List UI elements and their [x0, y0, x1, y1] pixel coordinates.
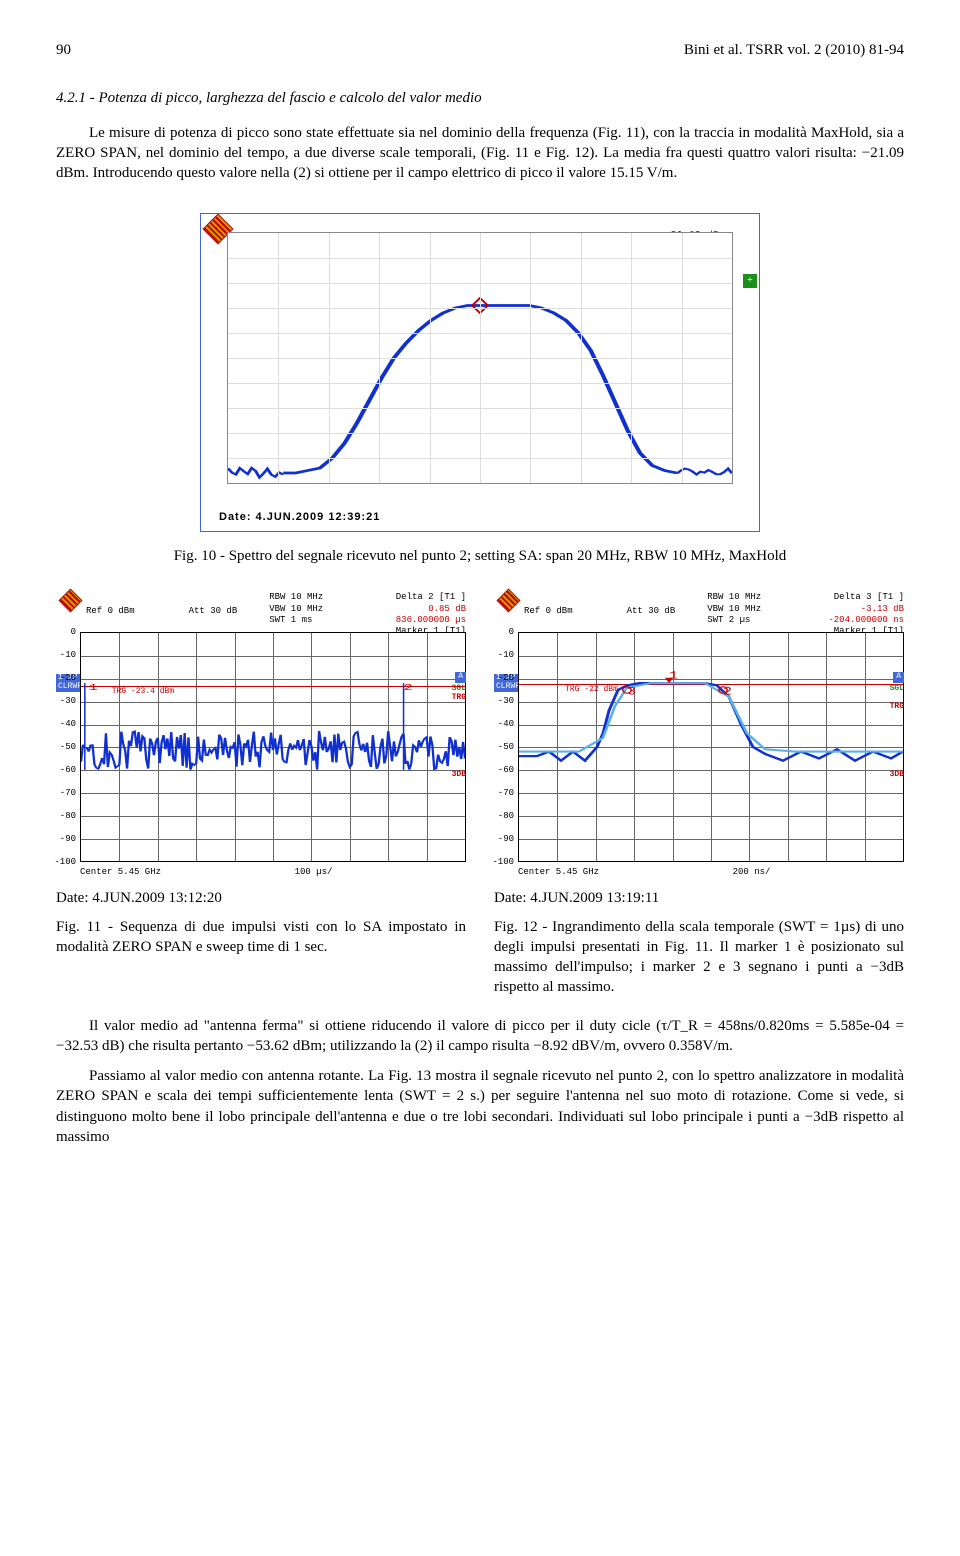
- rs-logo-icon: [58, 589, 82, 613]
- fig11-meta-mid: RBW 10 MHz VBW 10 MHz SWT 1 ms: [269, 592, 323, 626]
- fig10-date: Date: 4.JUN.2009 12:39:21: [201, 506, 759, 531]
- fig11-fig12-row: Ref 0 dBm Att 30 dB RBW 10 MHz VBW 10 MH…: [56, 588, 904, 1015]
- fig10-side-badge: +: [743, 274, 757, 288]
- running-title: Bini et al. TSRR vol. 2 (2010) 81-94: [684, 40, 904, 60]
- fig11-ylabels: 0-10-20-30-40-50-60-70-80-90-100: [52, 632, 78, 862]
- fig12-ylabels: 0-10-20-30-40-50-60-70-80-90-100: [490, 632, 516, 862]
- paragraph-3: Passiamo al valor medio con antenna rota…: [56, 1066, 904, 1147]
- fig11-grid: A SGL TRG 3DB TRG -23.4 dBm 1 2: [80, 632, 466, 862]
- fig11-vbw: VBW 10 MHz: [269, 604, 323, 615]
- fig11-column: Ref 0 dBm Att 30 dB RBW 10 MHz VBW 10 MH…: [56, 588, 466, 1015]
- fig10-container: -21.02 dBm 5.451350000 GHz + Date: 4.JUN…: [200, 213, 760, 532]
- fig12-trace: 1 3 2: [519, 633, 903, 861]
- fig11-ref: Ref 0 dBm: [86, 606, 135, 616]
- fig11-meta-left: Ref 0 dBm Att 30 dB: [86, 606, 237, 617]
- fig12-date: Date: 4.JUN.2009 13:19:11: [494, 888, 904, 908]
- fig12-center: Center 5.45 GHz: [518, 866, 599, 878]
- fig12-span: 200 ns/: [733, 866, 771, 878]
- fig11-plot: Ref 0 dBm Att 30 dB RBW 10 MHz VBW 10 MH…: [56, 588, 466, 888]
- fig11-center: Center 5.45 GHz: [80, 866, 161, 878]
- fig11-span: 100 µs/: [295, 866, 333, 878]
- rs-logo-icon: [496, 589, 520, 613]
- fig11-rbw: RBW 10 MHz: [269, 592, 323, 603]
- fig12-meta-left: Ref 0 dBm Att 30 dB: [524, 606, 675, 617]
- running-header: 90 Bini et al. TSRR vol. 2 (2010) 81-94: [56, 40, 904, 60]
- fig12-delta-val1: -3.13 dB: [828, 604, 904, 615]
- paragraph-1: Le misure di potenza di picco sono state…: [56, 123, 904, 184]
- fig11-delta-val2: 836.000000 µs: [396, 615, 466, 626]
- fig12-delta-val2: -204.000000 ns: [828, 615, 904, 626]
- fig11-swt: SWT 1 ms: [269, 615, 323, 626]
- fig12-meta-mid: RBW 10 MHz VBW 10 MHz SWT 2 µs: [707, 592, 761, 626]
- fig11-delta-label: Delta 2 [T1 ]: [396, 592, 466, 603]
- fig12-grid: A SGL TRG 3DB TRG -22 dBm 1 3 2: [518, 632, 904, 862]
- section-heading: 4.2.1 - Potenza di picco, larghezza del …: [56, 88, 904, 108]
- fig11-delta-val1: 0.85 dB: [396, 604, 466, 615]
- page-number: 90: [56, 40, 71, 60]
- fig12-vbw: VBW 10 MHz: [707, 604, 761, 615]
- fig12-rbw: RBW 10 MHz: [707, 592, 761, 603]
- fig12-swt: SWT 2 µs: [707, 615, 761, 626]
- fig11-date: Date: 4.JUN.2009 13:12:20: [56, 888, 466, 908]
- svg-text:1: 1: [89, 682, 98, 693]
- fig12-att: Att 30 dB: [627, 606, 676, 616]
- fig11-caption: Fig. 11 - Sequenza di due impulsi visti …: [56, 917, 466, 958]
- fig11-att: Att 30 dB: [189, 606, 238, 616]
- svg-text:2: 2: [404, 682, 413, 693]
- fig12-ref: Ref 0 dBm: [524, 606, 573, 616]
- fig12-plot: Ref 0 dBm Att 30 dB RBW 10 MHz VBW 10 MH…: [494, 588, 904, 888]
- fig12-xaxis: Center 5.45 GHz 200 ns/: [518, 866, 904, 878]
- fig10-caption: Fig. 10 - Spettro del segnale ricevuto n…: [56, 546, 904, 566]
- fig12-caption: Fig. 12 - Ingrandimento della scala temp…: [494, 917, 904, 998]
- fig12-delta-label: Delta 3 [T1 ]: [828, 592, 904, 603]
- fig10-plot-area: [227, 232, 733, 484]
- paragraph-2: Il valor medio ad "antenna ferma" si ott…: [56, 1016, 904, 1057]
- fig11-trace: 1 2: [81, 633, 465, 861]
- fig11-xaxis: Center 5.45 GHz 100 µs/: [80, 866, 466, 878]
- fig12-column: Ref 0 dBm Att 30 dB RBW 10 MHz VBW 10 MH…: [494, 588, 904, 1015]
